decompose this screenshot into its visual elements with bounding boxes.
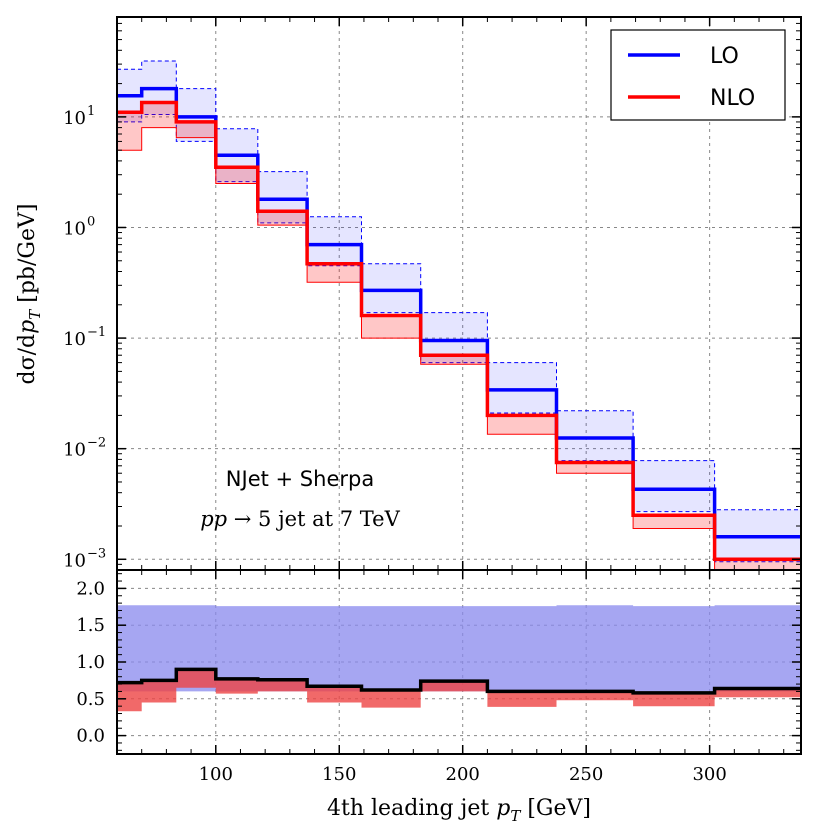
main-y-tick-label: 10 [63,329,86,350]
x-tick-label: 300 [692,764,726,785]
x-tick-label: 200 [446,764,480,785]
ratio-lo-band [117,605,801,692]
main-panel [117,60,801,570]
ratio-nlo-line [117,667,801,695]
main-y-tick-label: 10 [63,218,86,239]
ratio-y-tick-label: 0.5 [76,689,105,710]
ratio-panel [117,605,801,712]
ratio-y-tick-label: 1.5 [76,615,105,636]
annotation-process: pp → 5 jet at 7 TeV [200,507,400,531]
annotation-generator: NJet + Sherpa [226,467,374,491]
lo-uncertainty-band [117,61,801,562]
main-y-tick-label: 10 [63,440,86,461]
main-y-tick-label: 10 [63,550,86,571]
ratio-y-tick-label: 0.0 [76,726,105,747]
x-axis-title: 4th leading jet pT [GeV] [327,796,591,825]
nlo-series-line [117,100,801,562]
lo-band-upper-edge [117,60,801,511]
legend: LO NLO [610,29,786,121]
legend-label-nlo: NLO [710,86,755,111]
legend-box [610,29,786,121]
ratio-y-tick-label: 2.0 [76,578,105,599]
nlo-uncertainty-band [117,102,801,570]
legend-label-lo: LO [710,44,739,69]
ratio-axis-ticks: 0.0 0.5 1.0 1.5 2.0 100 150 200 250 300 [76,570,801,785]
x-tick-label: 100 [199,764,233,785]
main-y-tick-label: 10 [63,108,86,129]
x-tick-label: 150 [322,764,356,785]
main-y-tick-exponent: 0 [87,214,95,229]
main-y-tick-exponent: −1 [87,325,106,340]
main-y-tick-exponent: −3 [87,546,106,561]
main-y-tick-exponent: −2 [87,436,106,451]
x-tick-label: 250 [569,764,603,785]
ratio-y-tick-label: 1.0 [76,652,105,673]
main-y-axis-title: dσ/dpT [pb/GeV] [15,204,44,385]
main-y-tick-exponent: 1 [87,104,95,119]
